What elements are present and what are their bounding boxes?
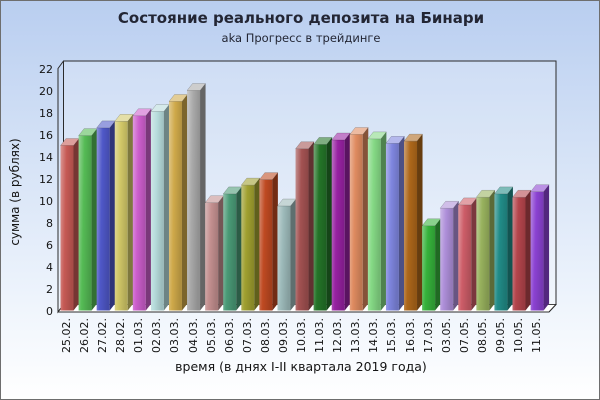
bar-25.02. — [59, 138, 80, 311]
x-tick-label: 10.03. — [295, 318, 309, 353]
bar-16.03. — [403, 133, 424, 311]
y-tick-label: 20 — [39, 85, 53, 98]
y-tick-label: 0 — [46, 305, 53, 318]
bar-09.05. — [493, 186, 514, 311]
x-tick-label: 09.03. — [276, 318, 290, 353]
x-tick-label: 05.03. — [204, 318, 218, 353]
bar-27.02. — [96, 120, 116, 311]
x-tick-label: 11.05. — [530, 318, 544, 353]
x-tick-label: 08.05. — [475, 318, 489, 353]
y-tick-label: 4 — [46, 261, 53, 274]
bar-15.03. — [385, 136, 405, 311]
x-tick-label: 14.03. — [367, 318, 381, 353]
y-tick-label: 2 — [46, 283, 53, 296]
bar-03.05. — [439, 200, 460, 311]
x-tick-label: 06.03. — [222, 318, 236, 353]
bar-08.05. — [475, 189, 496, 311]
chart-title: Состояние реального депозита на Бинари — [117, 9, 485, 27]
bar-28.02. — [114, 114, 134, 311]
x-tick-label: 02.03. — [150, 318, 164, 353]
bar-12.03. — [331, 132, 351, 311]
x-tick-label: 15.03. — [385, 318, 399, 353]
bar-07.03. — [240, 177, 261, 311]
y-axis-title: сумма (в рублях) — [8, 138, 22, 246]
x-tick-label: 01.03. — [132, 318, 146, 353]
bar-07.05. — [457, 197, 478, 311]
x-tick-label: 03.05. — [439, 318, 453, 353]
x-axis-title: время (в днях I-II квартала 2019 года) — [175, 359, 427, 374]
x-tick-label: 16.03. — [403, 318, 417, 353]
x-tick-label: 08.03. — [258, 318, 272, 353]
bar-10.05. — [511, 189, 532, 311]
x-tick-label: 04.03. — [186, 318, 200, 353]
y-tick-label: 8 — [46, 217, 53, 230]
x-tick-label: 07.03. — [240, 318, 254, 353]
y-tick-label: 12 — [39, 173, 53, 186]
bar-17.03. — [421, 218, 442, 311]
bar-06.03. — [222, 186, 243, 311]
x-tick-label: 26.02. — [78, 318, 92, 353]
bar-03.03. — [168, 94, 188, 311]
bar-26.02. — [78, 128, 98, 311]
x-tick-label: 10.05. — [512, 318, 525, 353]
x-tick-label: 09.05. — [493, 318, 507, 353]
x-tick-label: 12.03. — [331, 318, 345, 353]
bar-14.03. — [367, 131, 387, 311]
x-tick-label: 03.03. — [168, 318, 182, 353]
bar-05.03. — [204, 195, 225, 311]
x-tick-label: 25.02. — [60, 318, 73, 353]
x-tick-label: 11.03. — [313, 318, 327, 353]
bar-13.03. — [349, 127, 369, 311]
chart-subtitle: aka Прогресс в трейдинге — [221, 31, 381, 45]
bar-04.03. — [186, 83, 207, 311]
x-axis-line — [58, 304, 557, 313]
bar-08.03. — [258, 172, 279, 311]
y-tick-label: 22 — [39, 63, 53, 76]
x-tick-label: 17.03. — [421, 318, 435, 353]
x-tick-label: 27.02. — [96, 318, 110, 353]
y-tick-label: 14 — [39, 151, 53, 164]
bar-02.03. — [150, 104, 170, 311]
bar-01.03. — [132, 108, 152, 311]
y-tick-label: 6 — [46, 239, 53, 252]
bar-11.05. — [530, 184, 550, 311]
y-tick-label: 10 — [39, 195, 53, 208]
x-tick-label: 28.02. — [114, 318, 128, 353]
x-tick-label: 13.03. — [349, 318, 363, 353]
bar-10.03. — [295, 141, 315, 311]
y-tick-label: 18 — [39, 107, 53, 120]
x-tick-label: 07.05. — [457, 318, 471, 353]
y-tick-label: 16 — [39, 129, 53, 142]
bar-09.03. — [276, 198, 297, 311]
bar-11.03. — [313, 137, 333, 311]
